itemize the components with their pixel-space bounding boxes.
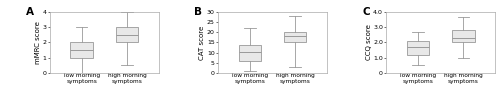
- Text: C: C: [362, 7, 370, 17]
- PathPatch shape: [238, 45, 261, 61]
- Text: B: B: [194, 7, 202, 17]
- Y-axis label: CAT score: CAT score: [200, 25, 205, 60]
- PathPatch shape: [407, 41, 430, 55]
- PathPatch shape: [70, 42, 93, 58]
- PathPatch shape: [284, 32, 306, 42]
- PathPatch shape: [116, 27, 138, 42]
- Text: A: A: [26, 7, 34, 17]
- PathPatch shape: [452, 30, 474, 42]
- Y-axis label: mMRC score: mMRC score: [35, 21, 41, 64]
- Y-axis label: CCQ score: CCQ score: [366, 24, 372, 60]
